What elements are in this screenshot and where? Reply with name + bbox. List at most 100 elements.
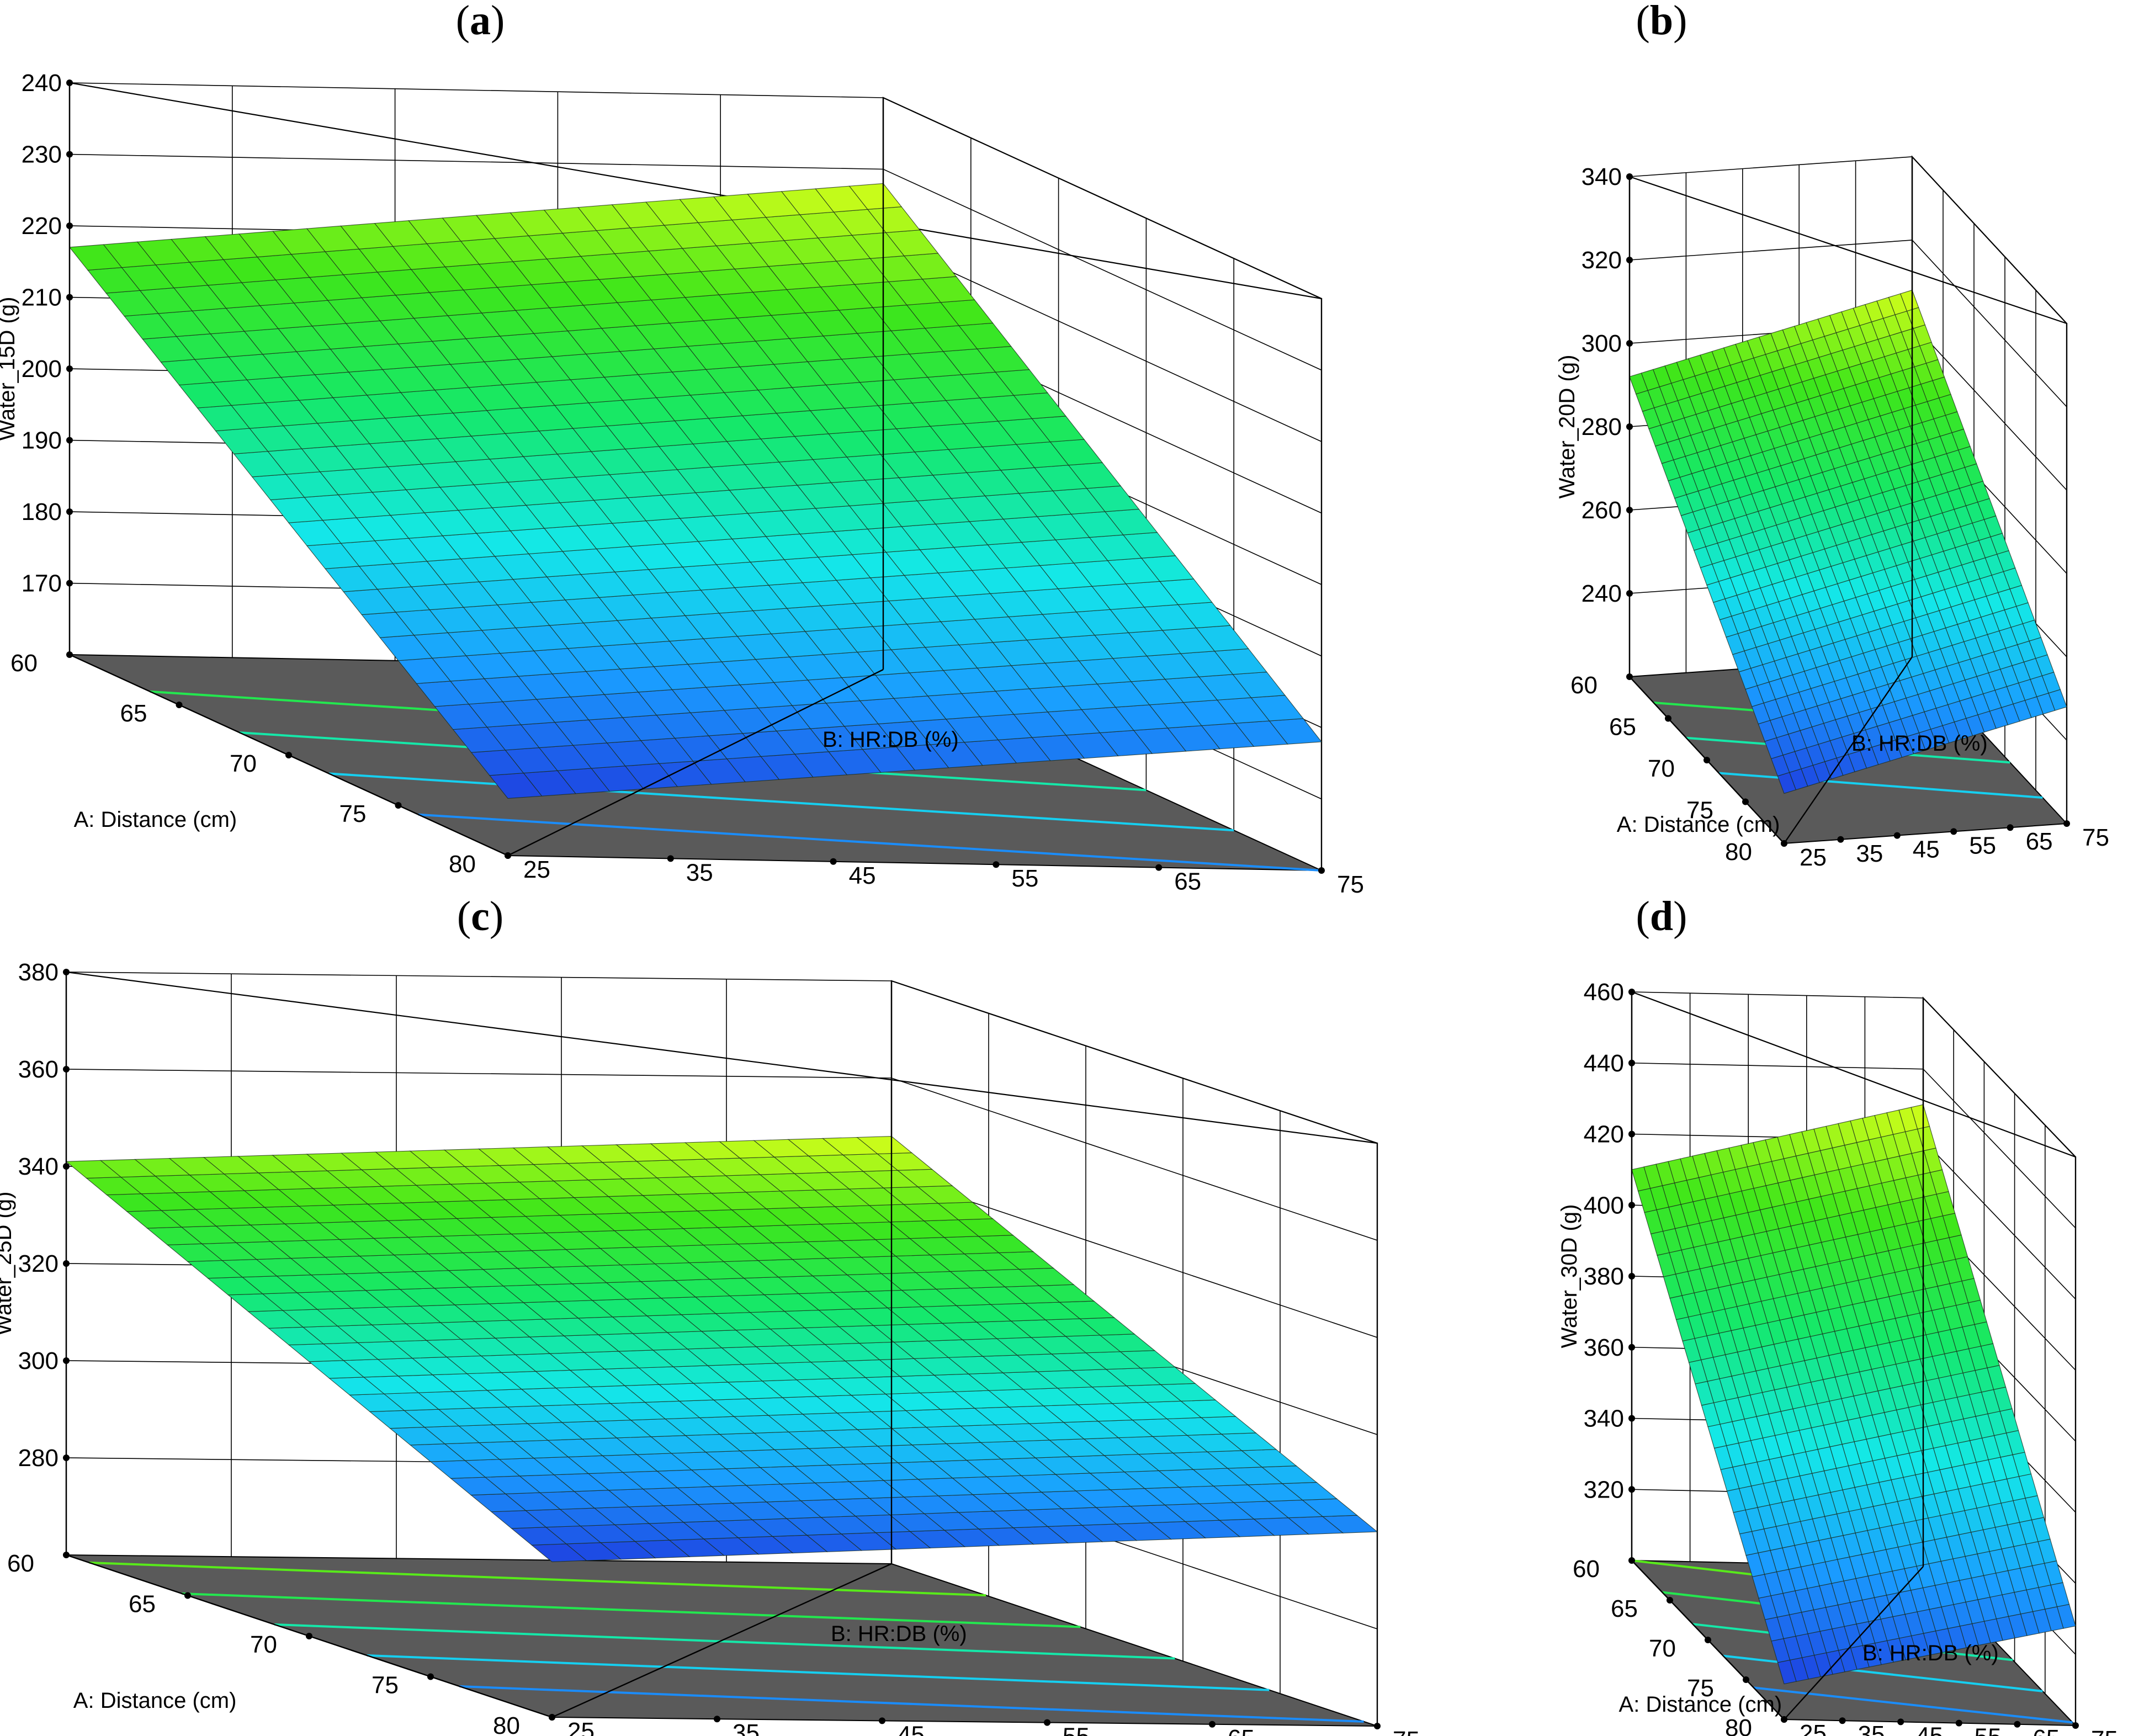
y-tick-dot	[1839, 1717, 1846, 1724]
z-tick-label: 360	[18, 1056, 59, 1083]
y-tick-dot	[505, 852, 511, 859]
z-tick-dot	[63, 969, 70, 975]
y-tick-dot	[2063, 820, 2070, 827]
x-tick-label: 65	[129, 1591, 156, 1618]
panel-label-open-paren: (	[457, 893, 471, 939]
chart-svg-b: 60 65 70 75 80 25 35 45 55 65 75 240 260 280 300 320 340…	[1555, 0, 2109, 871]
surface-cell	[68, 244, 123, 271]
z-tick-label: 320	[1582, 247, 1622, 274]
x-tick-dot	[395, 802, 402, 809]
x-tick-label: 65	[1609, 714, 1636, 741]
panel-label-close-paren: )	[491, 0, 505, 44]
panel-label-close-paren: )	[490, 893, 503, 939]
z-tick-dot	[63, 1260, 70, 1267]
z-tick-dot	[66, 151, 73, 158]
x-tick-label: 70	[1649, 1635, 1676, 1662]
z-tick-dot	[1628, 1344, 1635, 1351]
x-tick-label: 70	[1648, 755, 1675, 782]
y-tick-dot	[1781, 840, 1787, 847]
x-axis-label: A: Distance (cm)	[1617, 813, 1780, 837]
x-tick-dot	[1628, 1557, 1635, 1564]
y-tick-label: 65	[2032, 1725, 2060, 1736]
y-axis-line	[551, 1563, 892, 1718]
y-tick-dot	[1950, 828, 1957, 835]
panel-label-letter: a	[470, 0, 491, 44]
z-tick-dot	[66, 437, 73, 444]
panel-label: (a)	[456, 0, 505, 44]
z-tick-label: 300	[18, 1347, 59, 1374]
y-axis-label: B: HR:DB (%)	[1851, 731, 1988, 756]
x-tick-label: 70	[230, 750, 257, 777]
y-tick-dot	[1897, 1718, 1904, 1726]
z-tick-label: 300	[1582, 330, 1622, 357]
y-tick-label: 75	[2091, 1726, 2118, 1736]
y-tick-dot	[1155, 864, 1163, 871]
panel-label-close-paren: )	[1673, 893, 1687, 939]
panel-label: (d)	[1636, 893, 1687, 939]
y-tick-label: 45	[898, 1721, 925, 1736]
y-tick-label: 25	[567, 1718, 595, 1736]
x-tick-dot	[63, 1552, 70, 1558]
y-tick-label: 65	[1228, 1725, 1255, 1736]
z-tick-dot	[1628, 1202, 1635, 1209]
chart-panel-a: 60 65 70 75 80 25 35 45 55 65 75 170 180 190 200 210 220…	[0, 0, 1364, 898]
x-tick-label: 75	[1686, 797, 1713, 824]
x-tick-dot	[176, 702, 183, 708]
z-tick-label: 230	[22, 141, 62, 168]
z-axis-label: Water_25D (g)	[0, 1192, 16, 1336]
z-tick-dot	[66, 508, 73, 515]
z-tick-dot	[1626, 173, 1633, 180]
floor-contour-line	[367, 1654, 1270, 1691]
y-tick-label: 35	[1858, 1721, 1885, 1736]
z-tick-dot	[1628, 989, 1635, 995]
z-axis-label: Water_20D (g)	[1555, 355, 1579, 499]
panel-label-close-paren: )	[1673, 0, 1687, 44]
y-tick-dot	[879, 1717, 885, 1724]
z-tick-dot	[1626, 257, 1633, 263]
z-tick-label: 220	[22, 213, 62, 240]
x-tick-label: 75	[339, 800, 367, 827]
chart-svg-d: 60 65 70 75 80 25 35 45 55 65 75 320 340 360 380 400 420…	[1557, 893, 2118, 1736]
z-tick-label: 170	[22, 570, 62, 597]
z-tick-dot	[66, 79, 73, 86]
y-axis-line	[507, 668, 884, 857]
surface-cell	[1629, 373, 1648, 395]
x-tick-label: 60	[1570, 672, 1598, 699]
z-tick-dot	[1626, 590, 1633, 597]
y-tick-dot	[714, 1716, 720, 1723]
z-tick-label: 400	[1584, 1192, 1624, 1219]
z-tick-dot	[1628, 1130, 1635, 1138]
chart-svg-c: 60 65 70 75 80 25 35 45 55 65 75 280 300 320 340 360 380…	[0, 893, 1420, 1736]
y-tick-label: 45	[849, 862, 876, 889]
y-axis-label: B: HR:DB (%)	[1862, 1641, 1999, 1665]
z-tick-dot	[63, 1357, 70, 1364]
y-tick-dot	[1044, 1719, 1050, 1726]
x-tick-dot	[1743, 1676, 1749, 1683]
z-tick-label: 280	[18, 1445, 59, 1472]
y-tick-label: 65	[1174, 868, 1201, 895]
y-tick-label: 55	[1975, 1724, 2002, 1736]
y-tick-dot	[1893, 832, 1901, 839]
y-tick-dot	[1955, 1719, 1962, 1727]
z-axis-label: Water_15D (g)	[0, 297, 19, 441]
axes: 60 65 70 75 80 25 35 45 55 65 75 240 260 280 300 320 340…	[1555, 157, 2109, 871]
x-tick-dot	[1703, 757, 1710, 763]
z-tick-label: 380	[18, 959, 59, 986]
y-tick-label: 75	[1337, 871, 1364, 898]
z-tick-dot	[63, 1066, 70, 1073]
z-tick-label: 360	[1584, 1334, 1624, 1361]
y-tick-label: 25	[1800, 844, 1827, 871]
response-surface	[65, 1136, 1378, 1562]
z-tick-label: 340	[1584, 1405, 1624, 1432]
response-surface	[1631, 1104, 2076, 1685]
x-tick-label: 80	[493, 1712, 520, 1736]
z-tick-dot	[1628, 1486, 1635, 1493]
axes: 60 65 70 75 80 25 35 45 55 65 75 170 180 190 200 210 220…	[0, 70, 1364, 898]
x-tick-dot	[306, 1633, 312, 1639]
y-axis-line	[1784, 1566, 1924, 1720]
y-axis-label: B: HR:DB (%)	[822, 728, 959, 752]
x-tick-label: 75	[372, 1672, 399, 1699]
floor-contour-line	[459, 1685, 1364, 1723]
chart-panel-c: 60 65 70 75 80 25 35 45 55 65 75 280 300 320 340 360 380…	[0, 868, 1420, 1736]
